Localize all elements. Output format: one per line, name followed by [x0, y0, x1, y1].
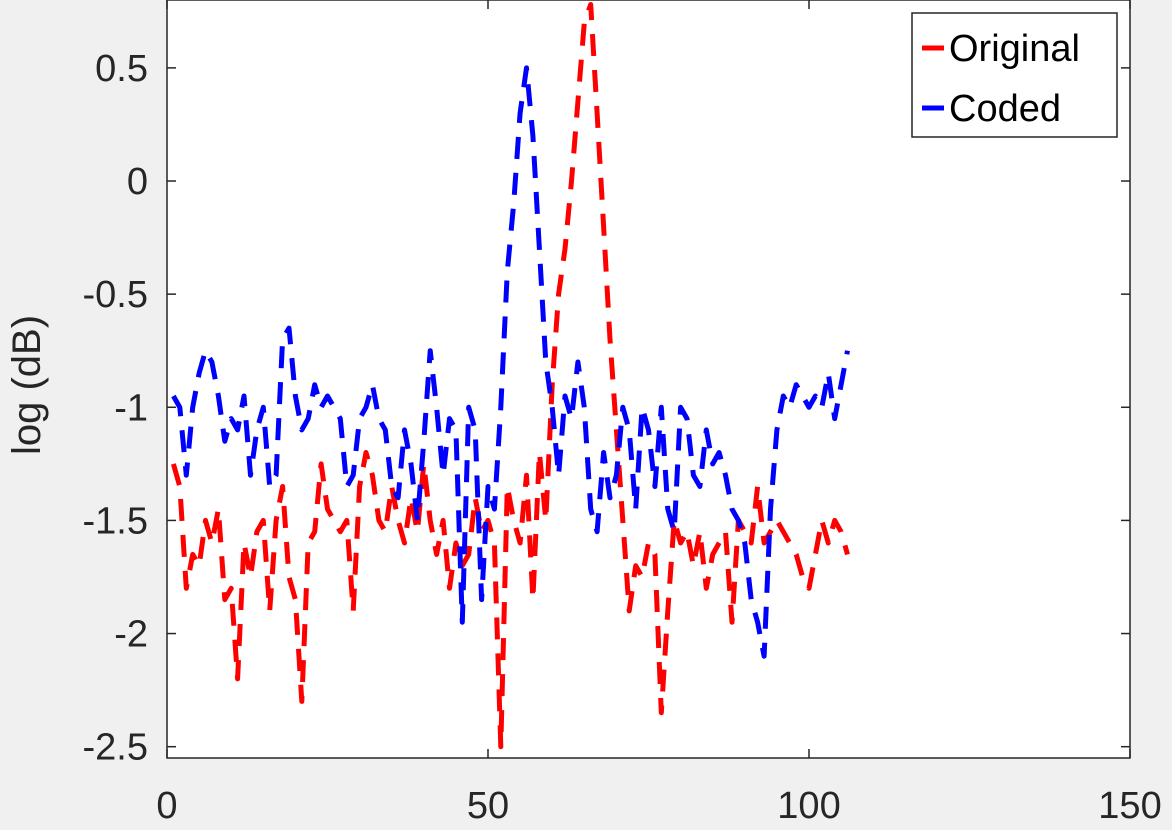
x-tick-label: 50: [467, 785, 509, 827]
y-tick-label: -1.5: [83, 500, 148, 542]
legend-label-coded: Coded: [949, 88, 1061, 130]
series-line-original: [170, 2, 850, 750]
y-tick-label: -1: [114, 387, 148, 429]
y-tick-label: -0.5: [83, 274, 148, 316]
y-tick-label: -2.5: [83, 727, 148, 769]
tick-labels: 0 50 100 150 -2.5 -2 -1.5 -1 -0.5 0 0.5: [83, 48, 1162, 827]
legend-box: [911, 12, 1118, 138]
y-tick-label: 0.5: [95, 48, 148, 90]
x-tick-label: 150: [1098, 785, 1161, 827]
y-tick-label: 0: [127, 161, 148, 203]
series-line-coded: [171, 65, 850, 659]
series-layer: [170, 2, 850, 750]
y-tick-label: -2: [114, 614, 148, 656]
x-tick-label: 0: [156, 785, 177, 827]
legend-label-original: Original: [949, 28, 1080, 70]
axis-ticks: [166, 0, 1131, 758]
y-axis-label: log (dB): [5, 315, 49, 455]
x-tick-label: 100: [777, 785, 840, 827]
legend: Original Coded: [911, 12, 1118, 138]
